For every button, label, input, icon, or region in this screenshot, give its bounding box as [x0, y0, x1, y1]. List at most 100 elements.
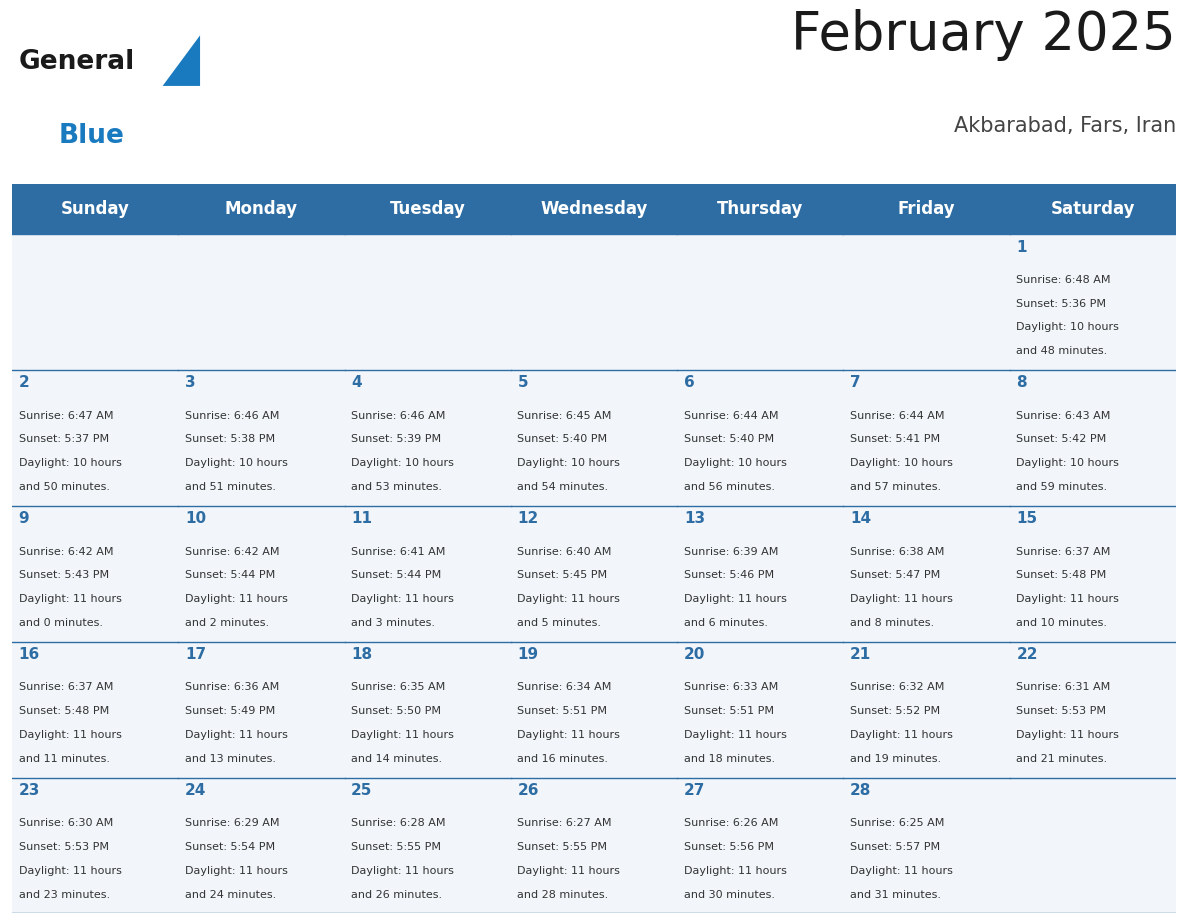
Text: Blue: Blue [59, 122, 125, 149]
Text: Sunrise: 6:33 AM: Sunrise: 6:33 AM [684, 682, 778, 692]
Text: Daylight: 10 hours: Daylight: 10 hours [185, 458, 287, 468]
Text: Daylight: 11 hours: Daylight: 11 hours [1017, 730, 1119, 740]
Text: Sunset: 5:57 PM: Sunset: 5:57 PM [851, 842, 940, 852]
Bar [511, 642, 677, 778]
Text: and 18 minutes.: and 18 minutes. [684, 754, 775, 764]
Text: Daylight: 11 hours: Daylight: 11 hours [684, 866, 786, 876]
Text: and 54 minutes.: and 54 minutes. [518, 482, 608, 492]
Bar [1010, 506, 1176, 642]
Bar [843, 642, 1010, 778]
Text: Sunrise: 6:28 AM: Sunrise: 6:28 AM [352, 818, 446, 828]
Text: and 3 minutes.: and 3 minutes. [352, 618, 435, 628]
Text: Akbarabad, Fars, Iran: Akbarabad, Fars, Iran [954, 116, 1176, 136]
Text: 7: 7 [851, 375, 861, 390]
Text: Sunrise: 6:39 AM: Sunrise: 6:39 AM [684, 546, 778, 556]
Text: 12: 12 [518, 511, 538, 526]
Bar [12, 642, 178, 778]
Text: and 48 minutes.: and 48 minutes. [1017, 346, 1107, 356]
Text: Daylight: 11 hours: Daylight: 11 hours [684, 594, 786, 604]
Text: Sunset: 5:40 PM: Sunset: 5:40 PM [518, 434, 607, 444]
Text: Daylight: 11 hours: Daylight: 11 hours [352, 730, 454, 740]
Bar [511, 370, 677, 506]
Bar [1010, 370, 1176, 506]
Text: Sunset: 5:50 PM: Sunset: 5:50 PM [352, 706, 441, 716]
Text: Daylight: 11 hours: Daylight: 11 hours [684, 730, 786, 740]
Text: Sunset: 5:43 PM: Sunset: 5:43 PM [19, 570, 108, 580]
Text: 15: 15 [1017, 511, 1037, 526]
Text: 28: 28 [851, 783, 872, 798]
Text: Tuesday: Tuesday [390, 200, 466, 218]
Text: Sunset: 5:49 PM: Sunset: 5:49 PM [185, 706, 276, 716]
Bar [1010, 642, 1176, 778]
Text: and 11 minutes.: and 11 minutes. [19, 754, 109, 764]
Text: Sunset: 5:53 PM: Sunset: 5:53 PM [19, 842, 108, 852]
Text: 25: 25 [352, 783, 373, 798]
Text: 14: 14 [851, 511, 871, 526]
Text: 27: 27 [684, 783, 706, 798]
Text: Sunrise: 6:27 AM: Sunrise: 6:27 AM [518, 818, 612, 828]
Bar [843, 370, 1010, 506]
Text: Sunset: 5:42 PM: Sunset: 5:42 PM [1017, 434, 1107, 444]
Bar [345, 506, 511, 642]
Text: Sunrise: 6:29 AM: Sunrise: 6:29 AM [185, 818, 279, 828]
Text: 9: 9 [19, 511, 30, 526]
Text: and 10 minutes.: and 10 minutes. [1017, 618, 1107, 628]
Text: Sunset: 5:51 PM: Sunset: 5:51 PM [684, 706, 773, 716]
Text: Daylight: 11 hours: Daylight: 11 hours [518, 866, 620, 876]
Text: Sunset: 5:48 PM: Sunset: 5:48 PM [1017, 570, 1107, 580]
Text: Daylight: 11 hours: Daylight: 11 hours [185, 866, 287, 876]
Text: Sunrise: 6:42 AM: Sunrise: 6:42 AM [19, 546, 113, 556]
Text: Daylight: 11 hours: Daylight: 11 hours [1017, 594, 1119, 604]
Text: and 31 minutes.: and 31 minutes. [851, 890, 941, 900]
Text: Sunrise: 6:40 AM: Sunrise: 6:40 AM [518, 546, 612, 556]
Text: and 0 minutes.: and 0 minutes. [19, 618, 102, 628]
Text: Daylight: 10 hours: Daylight: 10 hours [851, 458, 953, 468]
Text: Sunset: 5:39 PM: Sunset: 5:39 PM [352, 434, 441, 444]
Text: Saturday: Saturday [1050, 200, 1136, 218]
Text: Daylight: 11 hours: Daylight: 11 hours [19, 866, 121, 876]
Text: Friday: Friday [898, 200, 955, 218]
Text: Sunrise: 6:44 AM: Sunrise: 6:44 AM [684, 410, 778, 420]
Bar [345, 642, 511, 778]
Text: and 59 minutes.: and 59 minutes. [1017, 482, 1107, 492]
Text: Sunset: 5:45 PM: Sunset: 5:45 PM [518, 570, 607, 580]
Text: Sunrise: 6:41 AM: Sunrise: 6:41 AM [352, 546, 446, 556]
Text: Daylight: 11 hours: Daylight: 11 hours [518, 594, 620, 604]
Text: 16: 16 [19, 647, 39, 662]
Text: Sunrise: 6:38 AM: Sunrise: 6:38 AM [851, 546, 944, 556]
Text: Sunrise: 6:45 AM: Sunrise: 6:45 AM [518, 410, 612, 420]
Text: Sunset: 5:37 PM: Sunset: 5:37 PM [19, 434, 108, 444]
Text: Sunrise: 6:43 AM: Sunrise: 6:43 AM [1017, 410, 1111, 420]
Text: Sunset: 5:56 PM: Sunset: 5:56 PM [684, 842, 773, 852]
Text: and 24 minutes.: and 24 minutes. [185, 890, 276, 900]
Bar [511, 234, 677, 370]
Bar [12, 234, 178, 370]
Text: Daylight: 11 hours: Daylight: 11 hours [19, 730, 121, 740]
Text: Sunrise: 6:46 AM: Sunrise: 6:46 AM [352, 410, 446, 420]
Text: Sunrise: 6:37 AM: Sunrise: 6:37 AM [19, 682, 113, 692]
Text: and 26 minutes.: and 26 minutes. [352, 890, 442, 900]
Polygon shape [163, 35, 200, 86]
Bar [178, 642, 345, 778]
Text: and 30 minutes.: and 30 minutes. [684, 890, 775, 900]
Text: Daylight: 11 hours: Daylight: 11 hours [19, 594, 121, 604]
Text: 18: 18 [352, 647, 372, 662]
Text: Daylight: 11 hours: Daylight: 11 hours [352, 866, 454, 876]
Bar [12, 184, 1176, 234]
Text: and 53 minutes.: and 53 minutes. [352, 482, 442, 492]
Text: and 23 minutes.: and 23 minutes. [19, 890, 109, 900]
Text: and 28 minutes.: and 28 minutes. [518, 890, 608, 900]
Text: Sunrise: 6:34 AM: Sunrise: 6:34 AM [518, 682, 612, 692]
Text: Daylight: 11 hours: Daylight: 11 hours [185, 730, 287, 740]
Bar [178, 234, 345, 370]
Text: and 5 minutes.: and 5 minutes. [518, 618, 601, 628]
Text: and 21 minutes.: and 21 minutes. [1017, 754, 1107, 764]
Text: Sunset: 5:36 PM: Sunset: 5:36 PM [1017, 298, 1106, 308]
Text: Daylight: 10 hours: Daylight: 10 hours [1017, 458, 1119, 468]
Text: and 50 minutes.: and 50 minutes. [19, 482, 109, 492]
Text: 13: 13 [684, 511, 704, 526]
Text: 8: 8 [1017, 375, 1028, 390]
Text: Sunset: 5:54 PM: Sunset: 5:54 PM [185, 842, 274, 852]
Text: Daylight: 10 hours: Daylight: 10 hours [352, 458, 454, 468]
Text: 2: 2 [19, 375, 30, 390]
